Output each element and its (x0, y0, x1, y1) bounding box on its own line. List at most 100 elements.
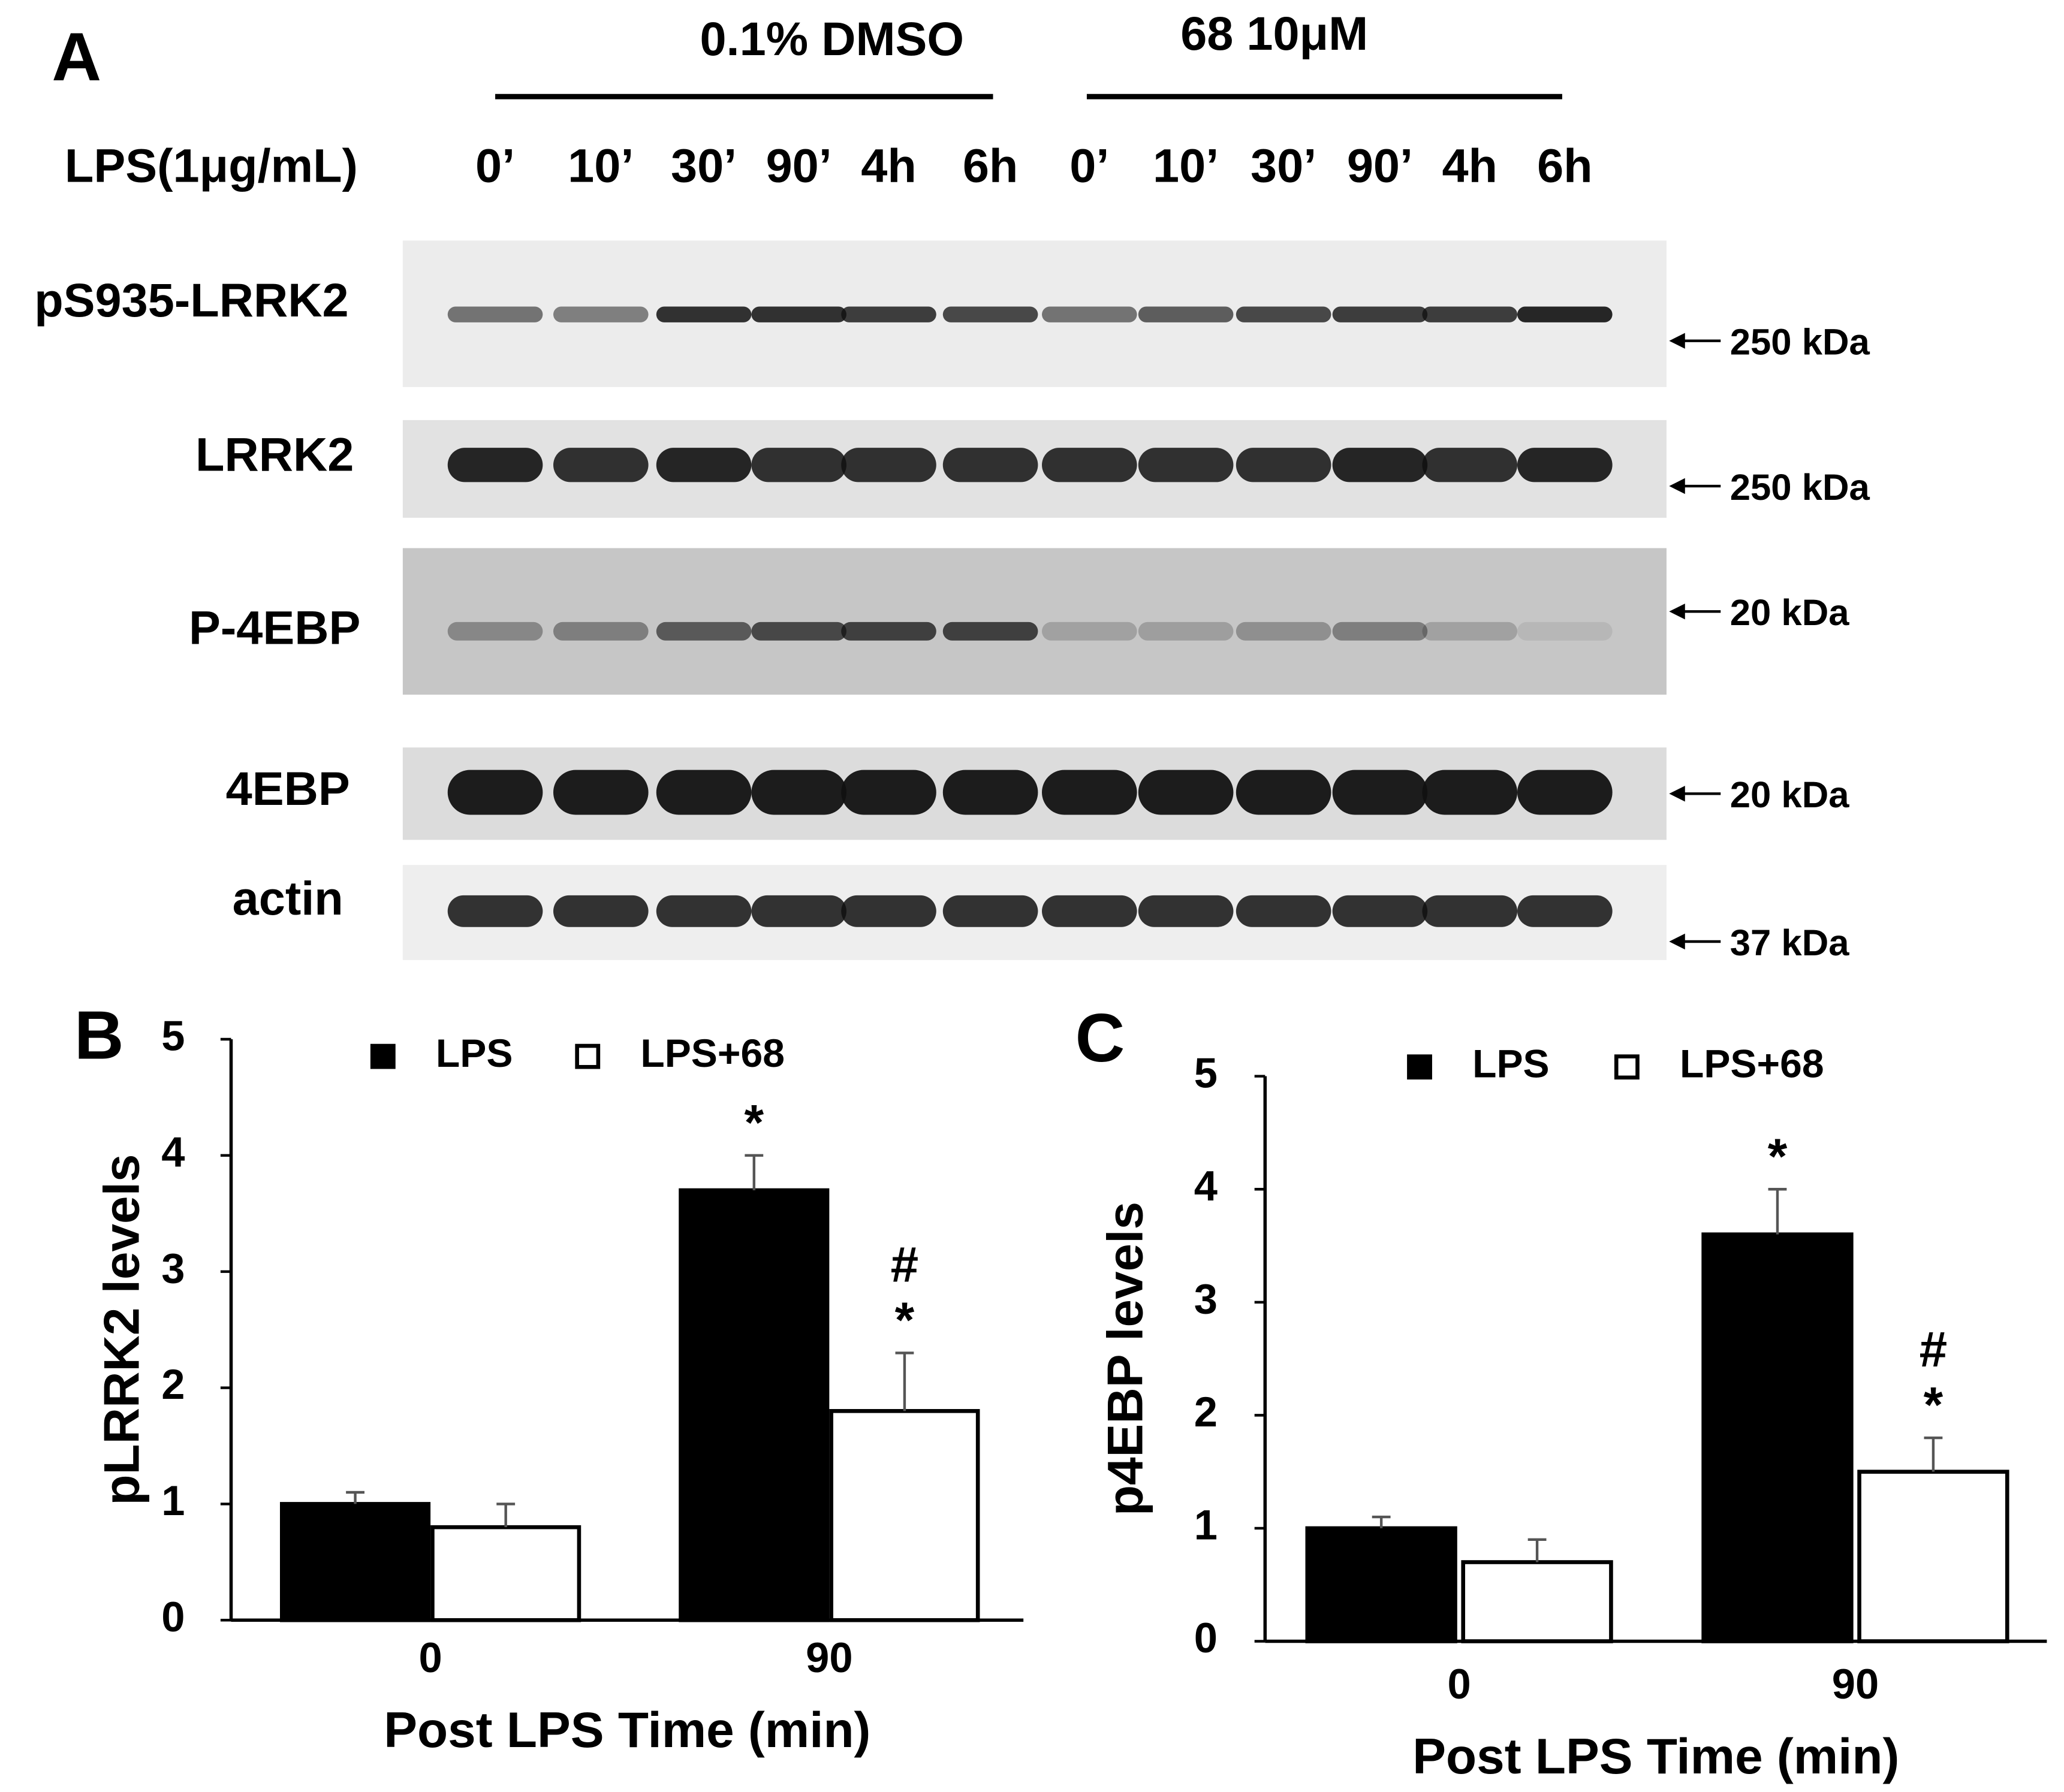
blot-band (1138, 448, 1234, 482)
lane-label: 6h (963, 138, 1019, 192)
lane-label: 10’ (568, 138, 634, 192)
blot-band (1332, 895, 1428, 927)
blot-band (1236, 895, 1331, 927)
lane-label: 4h (1442, 138, 1497, 192)
blot-band (751, 770, 847, 815)
group-label: 68 10μM (1180, 7, 1368, 60)
blot-band (942, 306, 1038, 322)
lane-label: 10’ (1153, 138, 1219, 192)
blot-band (1422, 622, 1518, 641)
bar (679, 1188, 830, 1622)
legend-label: LPS (1472, 1042, 1550, 1087)
significance-mark: # (891, 1236, 919, 1293)
blot-band (447, 622, 543, 641)
panel-label: B (74, 997, 124, 1073)
blot-band (1422, 895, 1518, 927)
blot-band (447, 770, 543, 815)
blot-band (1517, 448, 1613, 482)
blot-band (1236, 770, 1331, 815)
blot-band (841, 770, 936, 815)
blot-band (1138, 895, 1234, 927)
size-arrowhead (1669, 604, 1685, 620)
lane-label: 0’ (1069, 138, 1109, 192)
blot-band (1517, 770, 1613, 815)
blot-band (1138, 622, 1234, 641)
size-label: 250 kDa (1730, 467, 1870, 508)
lane-label: 0’ (475, 138, 515, 192)
significance-mark: * (745, 1094, 764, 1151)
blot-band (1138, 770, 1234, 815)
blot-band (656, 306, 752, 322)
blot-band (1422, 306, 1518, 322)
bar (430, 1525, 581, 1622)
blot-band (1422, 448, 1518, 482)
x-tick-label: 0 (1448, 1660, 1471, 1707)
legend-label: LPS (436, 1031, 513, 1076)
blot-band (1332, 622, 1428, 641)
blot-band (751, 306, 847, 322)
blot-band (942, 448, 1038, 482)
size-label: 37 kDa (1730, 922, 1850, 964)
x-tick-label: 90 (806, 1634, 852, 1681)
blot-band (1236, 448, 1331, 482)
blot-band (942, 770, 1038, 815)
bar (1701, 1232, 1854, 1643)
y-tick-label: 3 (1194, 1275, 1218, 1322)
x-tick-label: 90 (1832, 1660, 1879, 1707)
y-tick-label: 4 (1194, 1162, 1218, 1209)
blot-band (553, 448, 649, 482)
lane-label: 90’ (766, 138, 832, 192)
blot-band (656, 770, 752, 815)
lane-label: 90’ (1347, 138, 1413, 192)
blot-band (1042, 895, 1137, 927)
error-bar (346, 1491, 364, 1504)
treatment-label: LPS(1μg/mL) (65, 138, 358, 192)
blot-band (1422, 770, 1518, 815)
error-bar (1372, 1515, 1391, 1528)
lane-label: 30’ (671, 138, 737, 192)
lane-label: 30’ (1251, 138, 1316, 192)
blot-band (447, 306, 543, 322)
error-bar (1527, 1538, 1547, 1562)
legend-swatch (370, 1043, 396, 1069)
size-label: 20 kDa (1730, 592, 1850, 633)
size-arrowhead (1669, 333, 1685, 349)
legend-swatch (1407, 1054, 1432, 1080)
blot-band (656, 895, 752, 927)
blot-band (1517, 895, 1613, 927)
blot-band (1138, 306, 1234, 322)
blot-band (942, 895, 1038, 927)
y-tick-label: 2 (1194, 1388, 1218, 1435)
row-label: pS935-LRRK2 (34, 273, 348, 327)
blot-band (1236, 306, 1331, 322)
y-tick-label: 0 (161, 1593, 185, 1640)
significance-mark: # (1920, 1321, 1948, 1377)
error-bar (745, 1154, 764, 1191)
blot-band (1042, 306, 1137, 322)
y-tick-label: 1 (161, 1477, 185, 1524)
x-axis-title: Post LPS Time (min) (384, 1702, 870, 1758)
bar (1461, 1560, 1613, 1643)
size-arrowhead (1669, 933, 1685, 950)
legend-swatch (575, 1043, 601, 1069)
blot-band (553, 622, 649, 641)
blot-strip (402, 548, 1667, 695)
blot-band (1042, 770, 1137, 815)
blot-band (553, 770, 649, 815)
lane-label: 4h (861, 138, 917, 192)
size-label: 20 kDa (1730, 774, 1850, 816)
error-bar (1924, 1436, 1943, 1472)
blot-band (1042, 622, 1137, 641)
blot-band (447, 895, 543, 927)
blot-band (1236, 622, 1331, 641)
y-tick-label: 4 (161, 1128, 185, 1175)
row-label: LRRK2 (195, 428, 354, 481)
blot-band (841, 622, 936, 641)
legend-label: LPS+68 (1680, 1042, 1824, 1087)
significance-mark: * (1768, 1128, 1788, 1184)
bar (829, 1409, 980, 1622)
size-label: 250 kDa (1730, 322, 1870, 363)
y-axis-title: pLRRK2 levels (93, 1154, 149, 1506)
row-label: actin (233, 871, 344, 925)
